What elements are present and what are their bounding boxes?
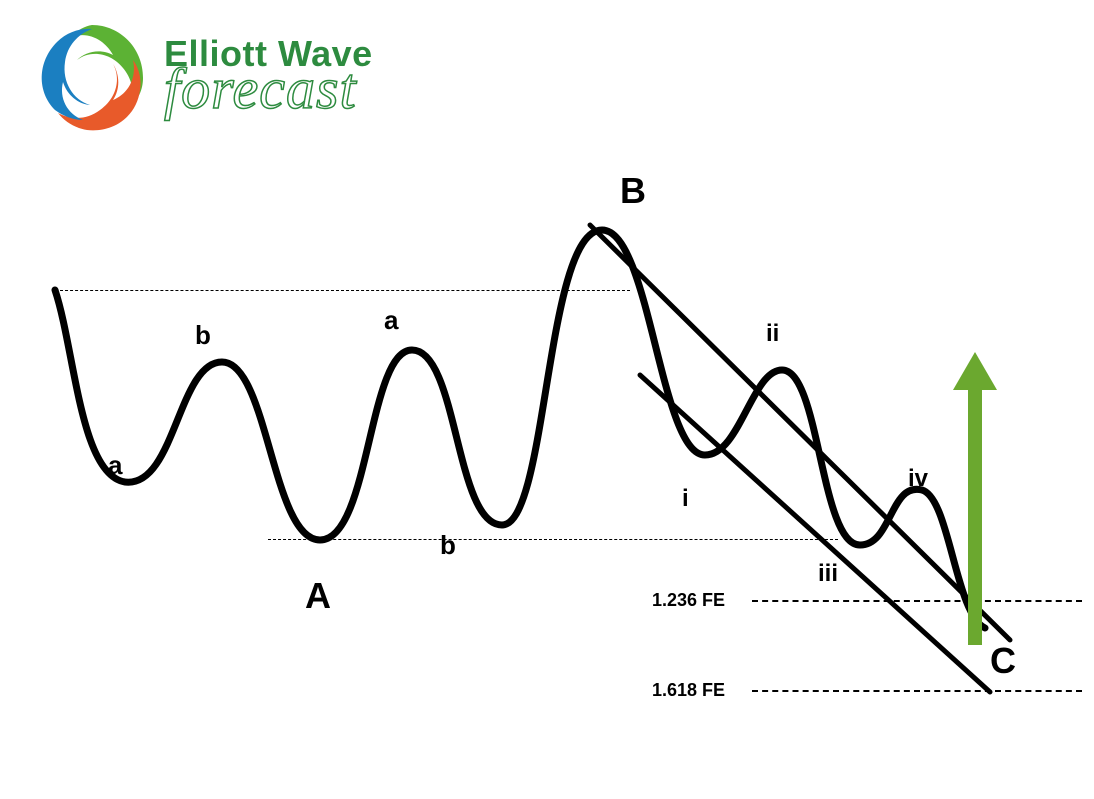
fe-label-1236: 1.236 FE: [652, 590, 725, 611]
label-i: i: [682, 485, 689, 513]
label-ii: ii: [766, 320, 779, 348]
label-A: A: [305, 575, 331, 617]
channel-line-upper: [590, 225, 1010, 640]
label-b2: b: [440, 530, 456, 561]
label-a1: a: [108, 450, 122, 481]
label-C: C: [990, 640, 1016, 682]
elliott-wave-path: [55, 230, 985, 628]
up-arrow-icon: [953, 352, 997, 645]
label-a2: a: [384, 305, 398, 336]
label-iii: iii: [818, 560, 838, 588]
label-B: B: [620, 170, 646, 212]
label-b1: b: [195, 320, 211, 351]
fe-label-1618: 1.618 FE: [652, 680, 725, 701]
wave-svg: [0, 0, 1094, 799]
label-iv: iv: [908, 465, 928, 493]
